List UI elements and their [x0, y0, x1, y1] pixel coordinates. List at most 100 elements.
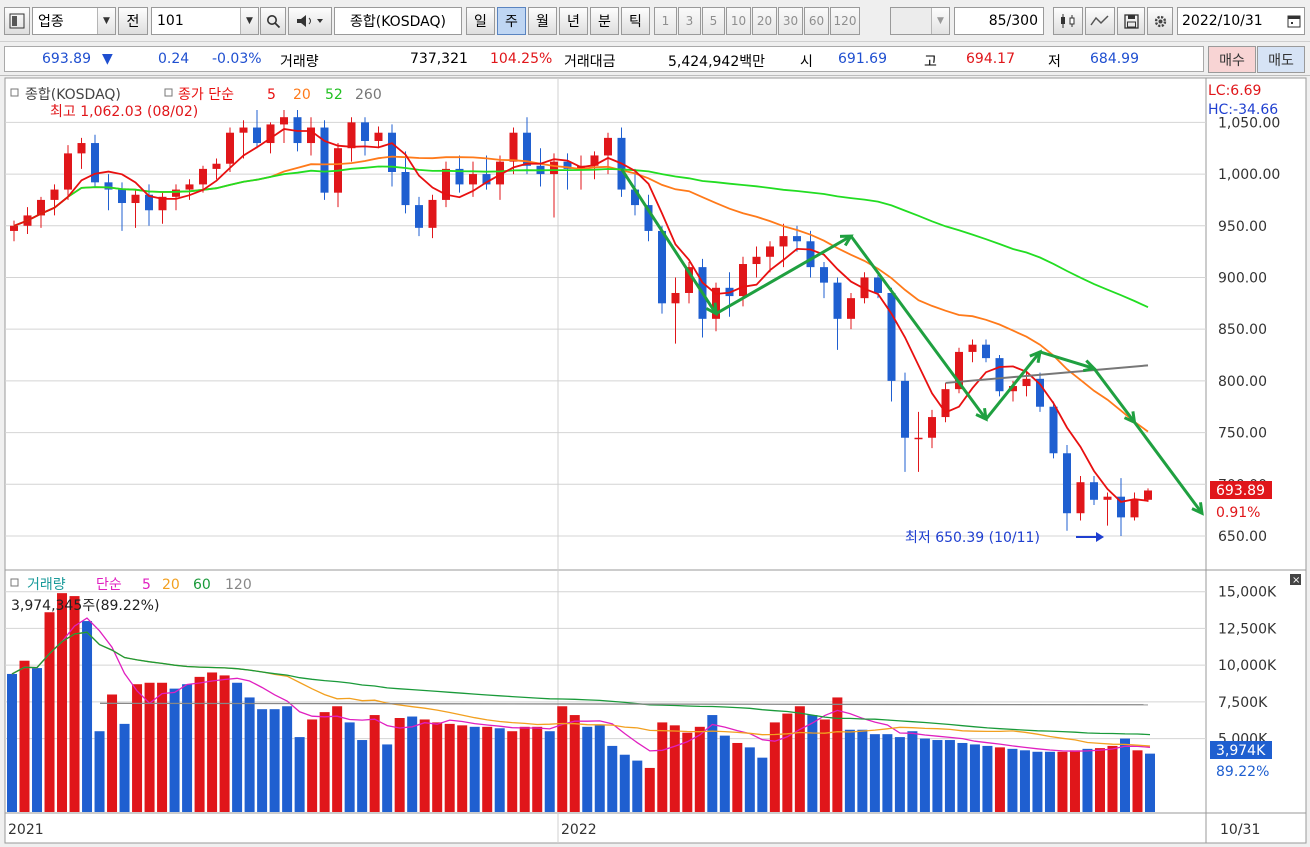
sell-button[interactable]: 매도 [1257, 46, 1305, 73]
volume-bar[interactable] [107, 694, 118, 813]
volume-bar[interactable] [782, 713, 793, 812]
volume-bar[interactable] [69, 596, 80, 812]
interval-day[interactable]: 일 [466, 7, 495, 35]
candle[interactable] [442, 161, 450, 208]
volume-bar[interactable] [994, 747, 1005, 812]
search-icon[interactable] [260, 7, 286, 35]
candle[interactable] [563, 153, 572, 190]
volume-bar[interactable] [382, 744, 393, 812]
volume-bar[interactable] [282, 706, 293, 812]
candle[interactable] [307, 117, 315, 156]
volume-bar[interactable] [294, 737, 305, 812]
chevron-down-icon[interactable]: ▼ [97, 8, 115, 34]
volume-bar[interactable] [769, 722, 780, 812]
volume-bar[interactable] [7, 673, 17, 812]
volume-bar[interactable] [194, 676, 205, 812]
volume-bar[interactable] [682, 732, 693, 812]
volume-bar[interactable] [1094, 748, 1105, 812]
candle[interactable] [104, 174, 113, 211]
code-input[interactable]: 101 [157, 13, 184, 29]
volume-bar[interactable] [169, 688, 180, 812]
volume-bar[interactable] [657, 722, 668, 812]
volume-bar[interactable] [669, 725, 680, 812]
candle[interactable] [253, 109, 261, 149]
candle[interactable] [550, 153, 558, 218]
volume-bar[interactable] [794, 706, 805, 812]
candle[interactable] [1049, 401, 1058, 459]
volume-bar[interactable] [932, 740, 943, 812]
volume-bar[interactable] [1082, 748, 1093, 812]
candle[interactable] [644, 194, 653, 242]
volume-bar[interactable] [557, 706, 568, 812]
candle[interactable] [1130, 492, 1139, 521]
candle[interactable] [415, 196, 423, 237]
buy-button[interactable]: 매수 [1208, 46, 1256, 73]
candle[interactable] [1144, 488, 1152, 502]
volume-bar[interactable] [144, 682, 155, 812]
candle[interactable] [1036, 372, 1044, 412]
volume-bar[interactable] [857, 729, 868, 812]
multiplier-60[interactable]: 60 [804, 7, 829, 35]
candle[interactable] [1090, 476, 1098, 505]
volume-bar[interactable] [1119, 738, 1130, 812]
volume-bar[interactable] [694, 726, 705, 812]
candle[interactable] [50, 184, 59, 216]
volume-bar[interactable] [1145, 753, 1155, 812]
candle[interactable] [752, 246, 761, 278]
candle[interactable] [64, 145, 72, 200]
volume-bar[interactable] [257, 709, 268, 812]
volume-bar[interactable] [819, 719, 830, 812]
candle[interactable] [455, 155, 464, 193]
volume-bar[interactable] [357, 740, 368, 812]
volume-bar[interactable] [594, 725, 605, 812]
interval-tick[interactable]: 틱 [621, 7, 650, 35]
volume-bar[interactable] [19, 660, 30, 812]
custom-multiplier-combo[interactable]: ▼ [890, 7, 950, 35]
index-name-field[interactable]: 종합(KOSDAQ) [334, 7, 462, 35]
candle[interactable] [10, 220, 18, 242]
volume-bar[interactable] [232, 682, 243, 812]
candle[interactable] [226, 127, 234, 172]
candle[interactable] [982, 339, 990, 363]
volume-bar[interactable] [807, 715, 818, 812]
candle[interactable] [766, 241, 774, 273]
volume-bar[interactable] [944, 740, 955, 812]
speaker-icon[interactable] [288, 7, 332, 35]
candle[interactable] [820, 261, 828, 299]
candle[interactable] [671, 277, 680, 344]
volume-bar[interactable] [119, 723, 130, 812]
line-chart-icon[interactable] [1085, 7, 1115, 35]
save-icon[interactable] [1117, 7, 1145, 35]
interval-week[interactable]: 주 [497, 7, 526, 35]
candle[interactable] [1117, 478, 1125, 536]
volume-bar[interactable] [44, 612, 55, 812]
candle[interactable] [374, 126, 383, 149]
volume-bar[interactable] [82, 621, 93, 812]
volume-bar[interactable] [494, 728, 505, 812]
volume-bar[interactable] [632, 760, 643, 812]
candle[interactable] [658, 225, 666, 314]
volume-bar[interactable] [369, 715, 380, 812]
count-value[interactable]: 85 [988, 13, 1007, 29]
chevron-down-icon[interactable]: ▼ [240, 8, 258, 34]
volume-bar[interactable] [207, 672, 218, 812]
volume-bar[interactable] [957, 742, 968, 812]
volume-bar[interactable] [157, 682, 168, 812]
volume-bar[interactable] [344, 722, 355, 812]
candle[interactable] [347, 117, 356, 162]
candle[interactable] [887, 287, 896, 402]
close-icon[interactable] [1290, 574, 1301, 585]
candle[interactable] [388, 124, 396, 187]
volume-bar[interactable] [832, 697, 843, 812]
volume-bar[interactable] [419, 719, 430, 812]
candle[interactable] [1103, 492, 1112, 526]
volume-bar[interactable] [307, 719, 318, 812]
volume-bar[interactable] [394, 718, 405, 812]
candle[interactable] [118, 182, 126, 231]
volume-bar[interactable] [607, 745, 618, 812]
volume-bar[interactable] [1057, 751, 1068, 812]
candle[interactable] [280, 109, 288, 144]
volume-panel[interactable] [4, 569, 1207, 814]
candle[interactable] [955, 347, 963, 394]
volume-bar[interactable] [1132, 750, 1143, 812]
